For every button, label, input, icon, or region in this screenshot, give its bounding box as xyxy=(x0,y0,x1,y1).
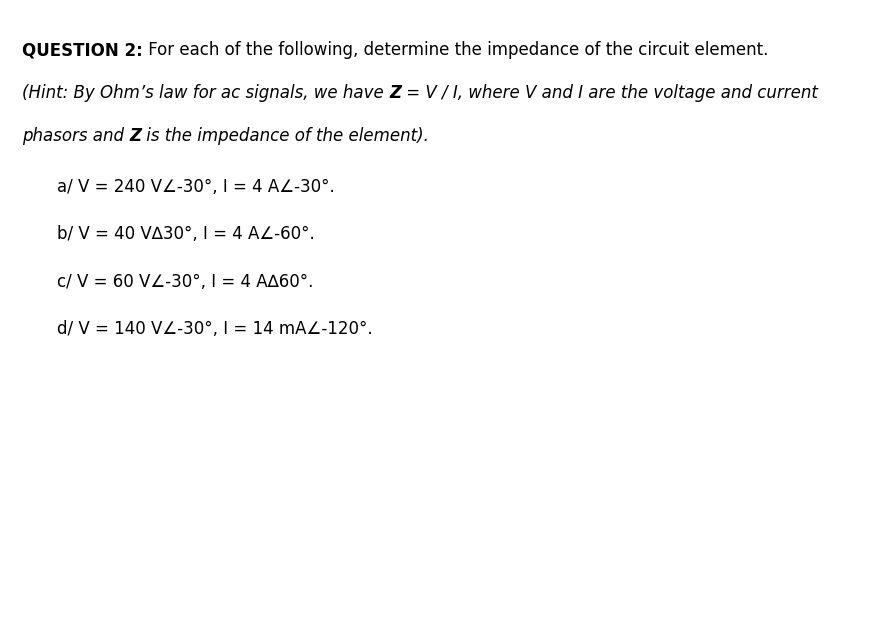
Text: (Hint: By Ohm’s law for ac signals, we have: (Hint: By Ohm’s law for ac signals, we h… xyxy=(22,84,389,102)
Text: For each of the following, determine the impedance of the circuit element.: For each of the following, determine the… xyxy=(143,41,768,59)
Text: Z: Z xyxy=(389,84,401,102)
Text: d/ V = 140 V∠-30°, I = 14 mA∠-120°.: d/ V = 140 V∠-30°, I = 14 mA∠-120°. xyxy=(57,320,373,338)
Text: b/ V = 40 V∆30°, I = 4 A∠-60°.: b/ V = 40 V∆30°, I = 4 A∠-60°. xyxy=(57,225,315,243)
Text: = V / I, where V and I are the voltage and current: = V / I, where V and I are the voltage a… xyxy=(401,84,818,102)
Text: is the impedance of the element).: is the impedance of the element). xyxy=(142,127,429,145)
Text: Z: Z xyxy=(129,127,142,145)
Text: c/ V = 60 V∠-30°, I = 4 A∆60°.: c/ V = 60 V∠-30°, I = 4 A∆60°. xyxy=(57,273,313,290)
Text: phasors and: phasors and xyxy=(22,127,129,145)
Text: a/ V = 240 V∠-30°, I = 4 A∠-30°.: a/ V = 240 V∠-30°, I = 4 A∠-30°. xyxy=(57,178,335,195)
Text: QUESTION 2:: QUESTION 2: xyxy=(22,41,143,59)
